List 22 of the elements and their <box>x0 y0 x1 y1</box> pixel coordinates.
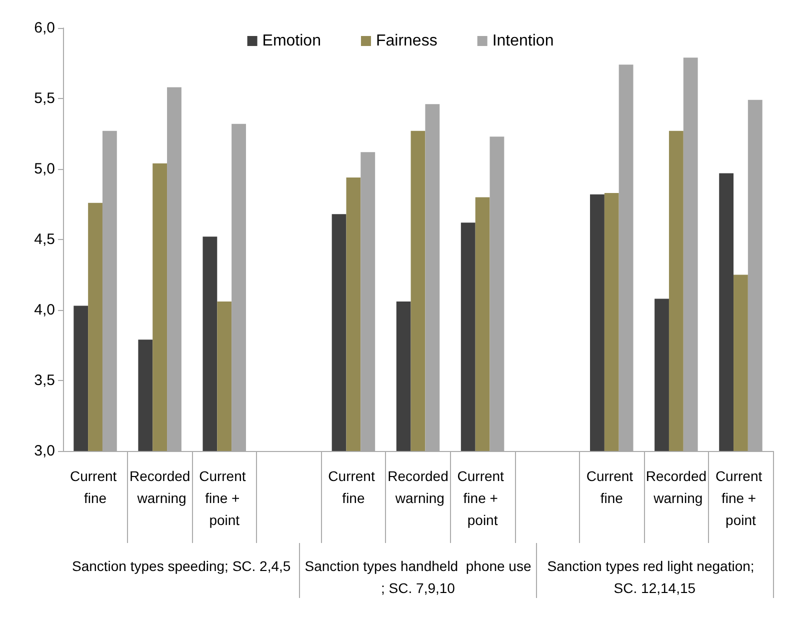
x-tick-label: Recorded warning <box>129 468 190 506</box>
x-tick-label: Current fine <box>70 468 121 506</box>
x-tick-label: Current fine + point <box>715 468 766 528</box>
y-tick-label: 5,5 <box>34 90 55 107</box>
text: Sanction types handheld phone use; SC. 7,9,10 <box>304 558 532 596</box>
y-tick-label: 5,0 <box>34 160 55 178</box>
text: Sanction types speeding; SC. 2,4,5 <box>72 558 291 574</box>
x-tick-label: Current fine + point <box>199 468 250 528</box>
y-tick-label: 4,5 <box>34 231 55 248</box>
x-tick-label: Current fine <box>586 468 637 506</box>
y-tick-label: 3,5 <box>34 372 55 389</box>
legend-label: Fairness <box>376 32 438 50</box>
x-tick-label: Current fine <box>328 468 379 506</box>
y-tick-label: 4,0 <box>34 302 55 318</box>
x-tick-label: Current fine + point <box>457 468 508 528</box>
x-tick-label: Recorded warning <box>388 468 448 506</box>
y-tick-label: 6,0 <box>34 20 55 36</box>
text: Sanction types red light negation; SC. 12,14,15 <box>547 558 762 596</box>
y-tick-label: 3,0 <box>34 442 55 460</box>
x-tick-label: Recorded warning <box>646 468 707 506</box>
legend-label: Intention <box>492 32 554 50</box>
legend-label: Emotion <box>262 32 321 50</box>
